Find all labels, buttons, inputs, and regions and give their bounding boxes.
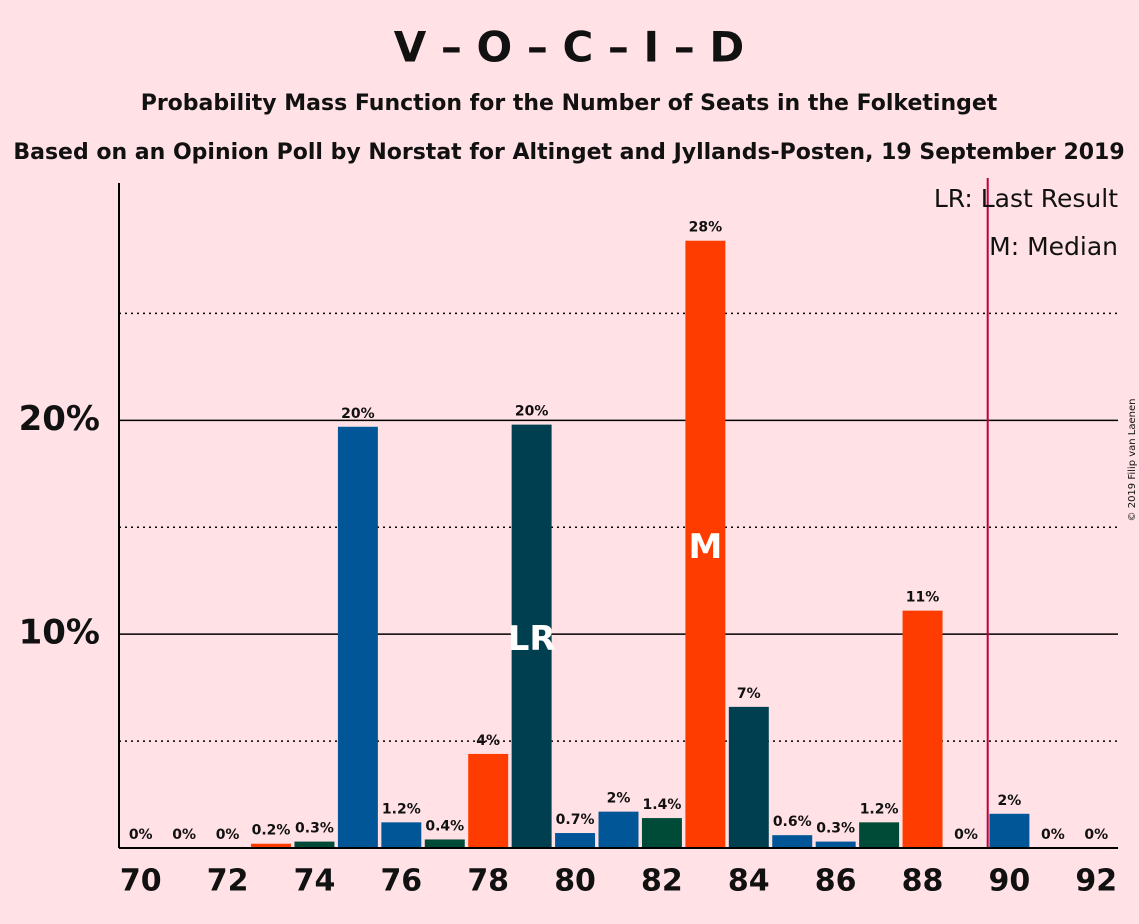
- y-tick-label: 20%: [19, 399, 100, 439]
- x-tick-label: 74: [294, 864, 336, 899]
- value-label: 1.2%: [860, 801, 899, 817]
- bar: [772, 835, 813, 848]
- x-tick-label: 88: [902, 864, 944, 899]
- value-label: 0%: [1084, 827, 1108, 843]
- x-tick-label: 70: [120, 864, 162, 899]
- value-label: 0.6%: [773, 814, 812, 830]
- value-label: 11%: [906, 590, 940, 606]
- value-label: 0.4%: [425, 818, 464, 834]
- bar: [685, 240, 726, 848]
- bar: [468, 753, 509, 848]
- x-tick-label: 90: [989, 864, 1031, 899]
- bar: [511, 424, 552, 848]
- value-label: 2%: [607, 791, 631, 807]
- value-label: 1.4%: [643, 797, 682, 813]
- x-tick-label: 76: [380, 864, 422, 899]
- x-tick-label: 72: [207, 864, 249, 899]
- value-label: 0%: [1041, 827, 1065, 843]
- chart-subtitle: Probability Mass Function for the Number…: [141, 91, 998, 116]
- bar-annotation: LR: [508, 619, 556, 659]
- chart-subtitle: Based on an Opinion Poll by Norstat for …: [13, 140, 1124, 165]
- bar: [728, 706, 769, 848]
- x-tick-label: 78: [467, 864, 509, 899]
- bar: [989, 813, 1030, 848]
- bar: [337, 426, 378, 848]
- legend-entry: LR: Last Result: [934, 184, 1118, 213]
- value-label: 20%: [515, 404, 549, 420]
- x-tick-label: 82: [641, 864, 683, 899]
- value-label: 1.2%: [382, 801, 421, 817]
- legend-entry: M: Median: [989, 232, 1118, 261]
- bar: [555, 833, 596, 848]
- x-tick-label: 92: [1075, 864, 1117, 899]
- value-label: 0.7%: [556, 812, 595, 828]
- value-label: 0%: [172, 827, 196, 843]
- bar: [251, 843, 292, 848]
- chart-title: V – O – C – I – D: [394, 23, 745, 72]
- value-label: 0.2%: [252, 823, 291, 839]
- bar: [859, 822, 900, 848]
- value-label: 0.3%: [295, 821, 334, 837]
- value-label: 7%: [737, 686, 761, 702]
- bar: [902, 610, 943, 848]
- bar: [424, 839, 465, 848]
- bar: [815, 841, 856, 848]
- value-label: 0%: [216, 827, 240, 843]
- x-tick-label: 80: [554, 864, 596, 899]
- value-label: 0.3%: [816, 821, 855, 837]
- value-label: 4%: [476, 733, 500, 749]
- copyright: © 2019 Filip van Laenen: [1127, 399, 1138, 522]
- value-label: 0%: [129, 827, 153, 843]
- value-label: 0%: [954, 827, 978, 843]
- bar: [294, 841, 335, 848]
- bar-annotation: M: [688, 527, 722, 567]
- bar: [598, 811, 639, 848]
- bar: [641, 818, 682, 848]
- x-tick-label: 86: [815, 864, 857, 899]
- value-label: 28%: [689, 220, 723, 236]
- y-tick-label: 10%: [19, 613, 100, 653]
- value-label: 20%: [341, 406, 375, 422]
- value-label: 2%: [998, 793, 1022, 809]
- bar: [381, 822, 422, 848]
- x-tick-label: 84: [728, 864, 770, 899]
